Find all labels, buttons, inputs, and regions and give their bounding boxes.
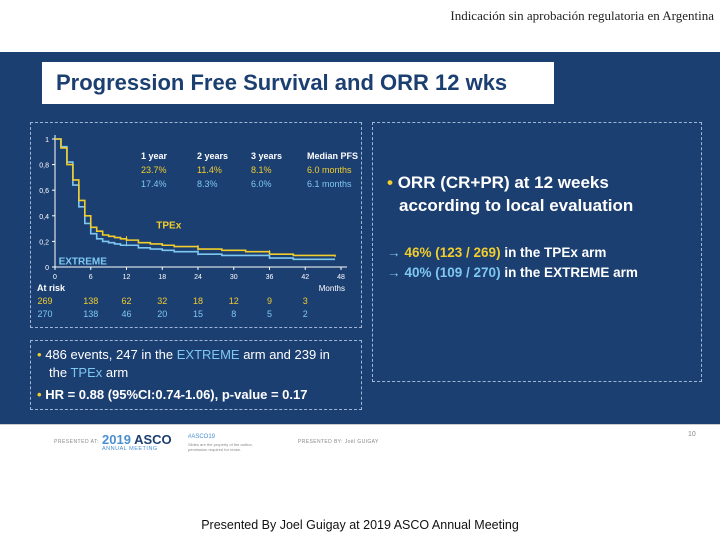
x-axis-label: Months: [319, 284, 345, 293]
at-risk-cell: 62: [121, 296, 131, 306]
x-tick-label: 30: [230, 274, 238, 281]
y-tick-label: 0,2: [39, 239, 49, 246]
arrow-right-icon: →: [387, 245, 401, 260]
orr-extreme-pct: 40% (109 / 270): [404, 265, 501, 280]
events-text-c: arm and 239 in: [239, 347, 330, 362]
orr-main-bullet: • ORR (CR+PR) at 12 weeks according to l…: [387, 173, 634, 215]
orr-extreme-rest: in the EXTREME arm: [500, 265, 638, 280]
orr-tpex-line: → 46% (123 / 269) in the TPEx arm: [387, 245, 606, 260]
x-tick-label: 18: [158, 274, 166, 281]
at-risk-cell: 12: [229, 296, 239, 306]
page-number: 10: [688, 431, 696, 438]
at-risk-cell: 15: [193, 309, 203, 319]
x-tick-label: 12: [123, 274, 131, 281]
hr-text: HR = 0.88 (95%CI:0.74-1.06), p-value = 0…: [45, 387, 308, 402]
events-text-the: the: [49, 365, 71, 380]
summary-header: 1 year: [141, 151, 168, 161]
at-risk-cell: 5: [267, 309, 272, 319]
events-line2: • HR = 0.88 (95%CI:0.74-1.06), p-value =…: [37, 387, 308, 402]
events-text-arm: arm: [102, 365, 129, 380]
at-risk-cell: 32: [157, 296, 167, 306]
at-risk-label: At risk: [37, 283, 66, 293]
slide: Progression Free Survival and ORR 12 wks…: [0, 52, 720, 424]
x-tick-label: 48: [337, 274, 345, 281]
logo-annual-meeting: ANNUAL MEETING: [102, 446, 158, 452]
summary-header: 3 years: [251, 151, 282, 161]
orr-panel: • ORR (CR+PR) at 12 weeks according to l…: [372, 122, 702, 382]
y-tick-label: 0,4: [39, 214, 49, 221]
footer-hashtag: #ASCO19: [188, 434, 216, 440]
logo-name: ASCO: [134, 432, 172, 447]
events-tpex-word: TPEx: [70, 365, 103, 380]
at-risk-cell: 8: [231, 309, 236, 319]
y-tick-label: 0,8: [39, 163, 49, 170]
summary-cell: 23.7%: [141, 165, 167, 175]
footer-slide-note: Slides are the property of the author, p…: [188, 442, 253, 452]
at-risk-cell: 18: [193, 296, 203, 306]
summary-cell: 11.4%: [197, 165, 222, 175]
events-line1: • 486 events, 247 in the EXTREME arm and…: [37, 347, 330, 362]
events-line1b: the TPEx arm: [49, 365, 128, 380]
at-risk-cell: 269: [37, 296, 52, 306]
summary-cell: 6.0%: [251, 179, 272, 189]
header-note: Indicación sin aprobación regulatoria en…: [450, 8, 714, 23]
asco-logo: 2019 ASCO: [102, 432, 172, 447]
summary-cell: 6.0 months: [307, 165, 352, 175]
series-line-tpex: [55, 138, 336, 257]
at-risk-cell: 20: [157, 309, 167, 319]
summary-cell: 17.4%: [141, 179, 167, 189]
events-text-a: 486 events, 247 in the: [45, 347, 177, 362]
series-label-extreme: EXTREME: [59, 256, 108, 267]
at-risk-cell: 2: [303, 309, 308, 319]
events-panel: • 486 events, 247 in the EXTREME arm and…: [30, 340, 362, 410]
series-label-tpex: TPEx: [156, 221, 181, 232]
footer-presented-at: PRESENTED AT:: [54, 439, 100, 445]
slide-footer: PRESENTED AT: 2019 ASCO ANNUAL MEETING #…: [0, 424, 720, 461]
title-bar: Progression Free Survival and ORR 12 wks: [42, 62, 554, 106]
at-risk-cell: 46: [121, 309, 131, 319]
x-tick-label: 24: [194, 274, 202, 281]
logo-year: 2019: [102, 432, 131, 447]
at-risk-cell: 270: [37, 309, 52, 319]
events-extreme-word: EXTREME: [176, 347, 240, 362]
orr-extreme-line: → 40% (109 / 270) in the EXTREME arm: [387, 265, 638, 280]
y-tick-label: 0,6: [39, 188, 49, 195]
summary-header: Median PFS: [307, 151, 358, 161]
x-tick-label: 6: [89, 274, 93, 281]
series-line-extreme: [55, 138, 336, 261]
km-chart: 0 0,2 0,4 0,6 0,8 1 0 6 12 18 24 30 36 42 48 Months TPEx…: [37, 135, 358, 319]
at-risk-cell: 138: [83, 296, 98, 306]
summary-header: 2 years: [197, 151, 228, 161]
orr-main-line1: ORR (CR+PR) at 12 weeks: [397, 173, 609, 192]
x-tick-label: 36: [266, 274, 274, 281]
y-tick-label: 0: [45, 265, 49, 272]
x-tick-label: 0: [53, 274, 57, 281]
orr-tpex-pct: 46% (123 / 269): [404, 245, 501, 260]
at-risk-cell: 138: [83, 309, 98, 319]
arrow-right-icon: →: [387, 265, 401, 280]
orr-tpex-rest: in the TPEx arm: [500, 245, 607, 260]
km-panel: 0 0,2 0,4 0,6 0,8 1 0 6 12 18 24 30 36 42 48 Months TPEx…: [30, 122, 362, 328]
footer-presented-by: PRESENTED BY: Joël GUIGAY: [298, 439, 379, 445]
orr-main-line2: according to local evaluation: [399, 196, 634, 215]
bottom-caption: Presented By Joel Guigay at 2019 ASCO An…: [201, 518, 519, 532]
summary-cell: 8.1%: [251, 165, 272, 175]
y-tick-label: 1: [45, 137, 49, 144]
slide-title: Progression Free Survival and ORR 12 wks: [56, 70, 508, 95]
x-tick-label: 42: [301, 274, 309, 281]
summary-cell: 6.1 months: [307, 179, 352, 189]
summary-cell: 8.3%: [197, 179, 218, 189]
at-risk-cell: 3: [303, 296, 308, 306]
at-risk-cell: 9: [267, 296, 272, 306]
